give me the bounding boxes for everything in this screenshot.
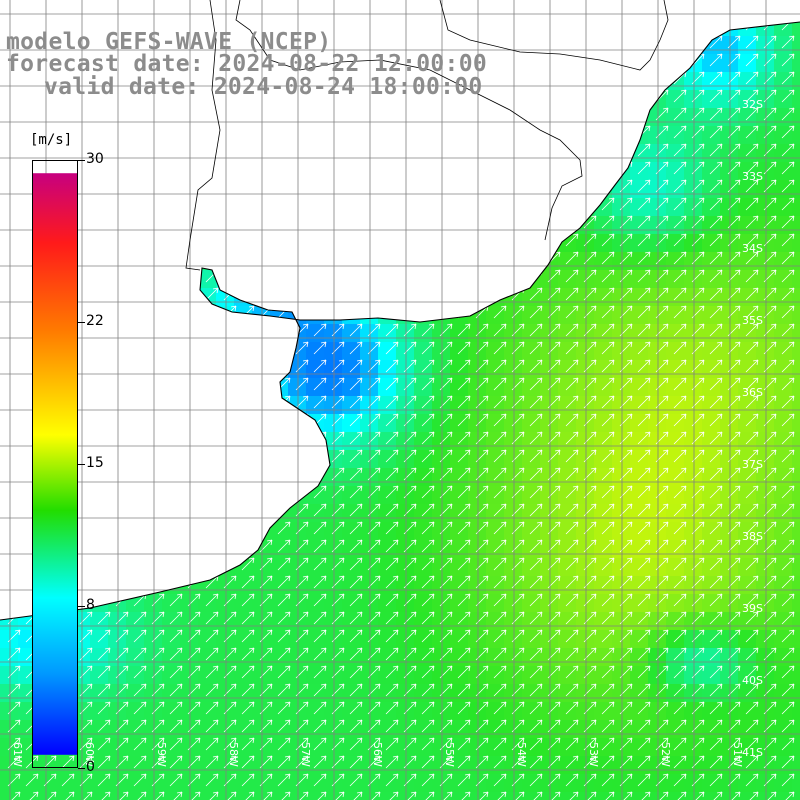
colorbar-tick-mark — [78, 768, 85, 769]
longitude-label: 54W — [515, 742, 528, 767]
valid-date: valid date: 2024-08-24 18:00:00 — [44, 74, 483, 100]
latitude-label: 37S — [742, 458, 763, 471]
coastline — [0, 0, 800, 621]
latitude-label: 35S — [742, 314, 763, 327]
longitude-label: 57W — [299, 742, 312, 767]
latitude-labels: 32S 33S 34S 35S 36S 37S 38S 39S 40S 41S — [742, 98, 763, 759]
longitude-label: 60W — [83, 742, 96, 767]
colorbar-tick-label: 22 — [86, 313, 104, 330]
latitude-label: 41S — [742, 746, 763, 759]
longitude-label: 56W — [371, 742, 384, 767]
latitude-label: 39S — [742, 602, 763, 615]
colorbar-tick-label: 8 — [86, 596, 95, 613]
longitude-label: 52W — [659, 742, 672, 767]
latitude-label: 32S — [742, 98, 763, 111]
colorbar-unit: [m/s] — [30, 132, 73, 148]
colorbar-tick-label: 30 — [86, 151, 104, 167]
longitude-label: 59W — [155, 742, 168, 767]
latitude-label: 40S — [742, 674, 763, 687]
model-title: modelo GEFS-WAVE (NCEP) — [6, 29, 332, 55]
forecast-date: forecast date: 2024-08-22 12:00:00 — [6, 51, 488, 77]
longitude-label: 58W — [227, 742, 240, 767]
longitude-label: 53W — [587, 742, 600, 767]
colorbar-tick-mark — [78, 160, 85, 161]
colorbar-tick-label: 0 — [86, 759, 95, 775]
colorbar-tick-mark — [78, 464, 85, 465]
longitude-label: 55W — [443, 742, 456, 767]
longitude-labels: 61W60W59W58W57W56W55W54W53W52W51W50W — [11, 742, 744, 767]
longitude-label: 51W — [731, 742, 744, 767]
colorbar-tick-mark — [78, 322, 85, 324]
latitude-label: 34S — [742, 242, 763, 255]
latitude-label: 38S — [742, 530, 763, 543]
latitude-label: 36S — [742, 386, 763, 399]
longitude-label: 61W — [11, 742, 24, 767]
colorbar-tick-label: 15 — [86, 455, 104, 471]
latitude-label: 33S — [742, 170, 763, 183]
colorbar — [32, 160, 78, 768]
colorbar-tick-mark — [78, 605, 85, 607]
